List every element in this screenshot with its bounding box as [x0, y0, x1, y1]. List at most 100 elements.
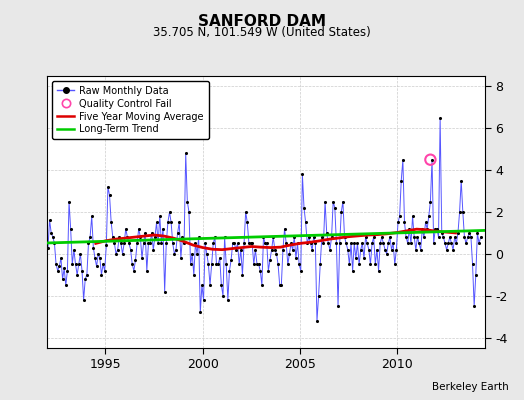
Point [439, 234, 447, 240]
Point [397, 178, 406, 184]
Point [373, 246, 381, 253]
Point [107, 219, 115, 226]
Point [225, 267, 234, 274]
Point [237, 246, 245, 253]
Point [298, 171, 307, 178]
Point [390, 261, 399, 268]
Point [261, 240, 269, 246]
Point [289, 246, 297, 253]
Point [156, 213, 164, 219]
Point [475, 240, 483, 246]
Point [154, 240, 162, 246]
Point [188, 251, 196, 257]
Point [339, 198, 347, 205]
Point [49, 234, 57, 240]
Point [345, 261, 354, 268]
Point [94, 251, 102, 257]
Point [199, 297, 208, 303]
Point [332, 240, 341, 246]
Point [70, 246, 78, 253]
Point [57, 255, 65, 261]
Point [263, 240, 271, 246]
Point [193, 251, 201, 257]
Point [191, 240, 200, 246]
Point [285, 251, 293, 257]
Point [163, 219, 172, 226]
Point [444, 240, 452, 246]
Point [112, 251, 120, 257]
Point [58, 276, 67, 282]
Point [181, 150, 190, 157]
Point [55, 263, 63, 270]
Point [139, 240, 148, 246]
Point [445, 234, 454, 240]
Point [180, 240, 188, 246]
Point [313, 318, 321, 324]
Point [462, 240, 470, 246]
Point [185, 209, 193, 215]
Point [451, 234, 459, 240]
Point [138, 255, 146, 261]
Point [277, 282, 286, 288]
Point [282, 240, 290, 246]
Point [441, 240, 449, 246]
Point [52, 261, 60, 268]
Point [400, 219, 409, 226]
Point [274, 261, 282, 268]
Text: 35.705 N, 101.549 W (United States): 35.705 N, 101.549 W (United States) [153, 26, 371, 39]
Point [283, 261, 292, 268]
Point [173, 230, 182, 236]
Point [394, 219, 402, 226]
Point [356, 246, 365, 253]
Point [84, 240, 93, 246]
Point [147, 230, 156, 236]
Point [50, 240, 59, 246]
Point [464, 234, 472, 240]
Point [159, 226, 167, 232]
Point [211, 234, 219, 240]
Point [117, 240, 125, 246]
Point [376, 240, 385, 246]
Point [423, 226, 431, 232]
Point [318, 234, 326, 240]
Point [353, 240, 362, 246]
Point [233, 240, 242, 246]
Point [465, 230, 474, 236]
Point [365, 246, 373, 253]
Point [470, 303, 478, 309]
Point [208, 261, 216, 268]
Point [348, 267, 357, 274]
Point [369, 234, 378, 240]
Point [389, 240, 397, 246]
Point [86, 234, 94, 240]
Point [300, 205, 308, 211]
Point [310, 234, 318, 240]
Point [187, 261, 195, 268]
Point [434, 234, 443, 240]
Point [319, 240, 328, 246]
Point [412, 246, 420, 253]
Point [97, 272, 106, 278]
Point [83, 272, 91, 278]
Point [417, 246, 425, 253]
Point [246, 240, 255, 246]
Point [405, 226, 413, 232]
Point [160, 288, 169, 295]
Point [114, 246, 122, 253]
Point [355, 261, 363, 268]
Point [149, 246, 158, 253]
Point [383, 251, 391, 257]
Point [458, 209, 467, 215]
Point [123, 234, 132, 240]
Point [249, 261, 258, 268]
Point [133, 240, 141, 246]
Point [430, 240, 438, 246]
Point [110, 240, 118, 246]
Point [44, 244, 52, 251]
Text: SANFORD DAM: SANFORD DAM [198, 14, 326, 29]
Point [328, 234, 336, 240]
Point [410, 234, 418, 240]
Point [120, 240, 128, 246]
Point [143, 267, 151, 274]
Point [403, 240, 412, 246]
